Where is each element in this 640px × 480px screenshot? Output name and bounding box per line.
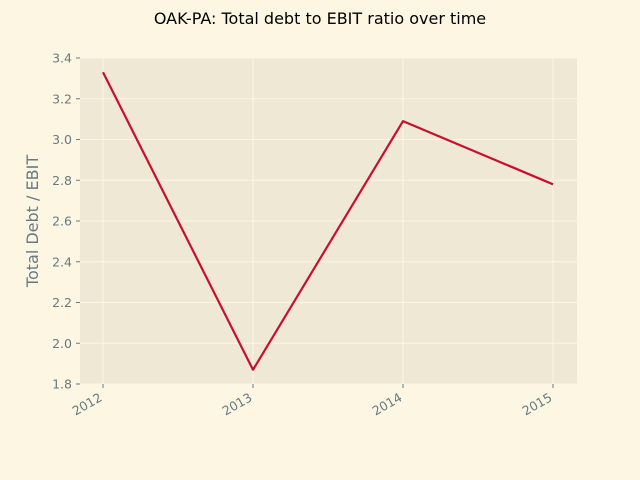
x-axis: 2012 2013 2014 2015 — [69, 384, 555, 419]
y-tick-label: 2.2 — [52, 295, 72, 310]
grid — [80, 57, 577, 385]
y-tick-label: 2.4 — [52, 254, 72, 269]
series-line — [102, 71, 554, 371]
y-tick-label: 3.0 — [52, 132, 72, 147]
y-tick-label: 2.0 — [52, 336, 72, 351]
y-tick-label: 3.4 — [52, 51, 72, 66]
y-tick-label: 1.8 — [52, 377, 72, 392]
y-tick-label: 3.2 — [52, 91, 72, 106]
y-axis: 1.8 2.0 2.2 2.4 2.6 2.8 3.0 3.2 3.4 — [52, 51, 80, 392]
y-tick-label: 2.6 — [52, 214, 72, 229]
x-tick-label: 2013 — [219, 390, 254, 419]
x-tick-label: 2012 — [69, 390, 104, 419]
y-tick-label: 2.8 — [52, 173, 72, 188]
chart-title: OAK-PA: Total debt to EBIT ratio over ti… — [154, 9, 486, 28]
x-tick-label: 2014 — [369, 390, 404, 419]
series-group — [102, 71, 554, 371]
y-axis-label: Total Debt / EBIT — [23, 155, 42, 288]
x-tick-label: 2015 — [519, 390, 554, 419]
